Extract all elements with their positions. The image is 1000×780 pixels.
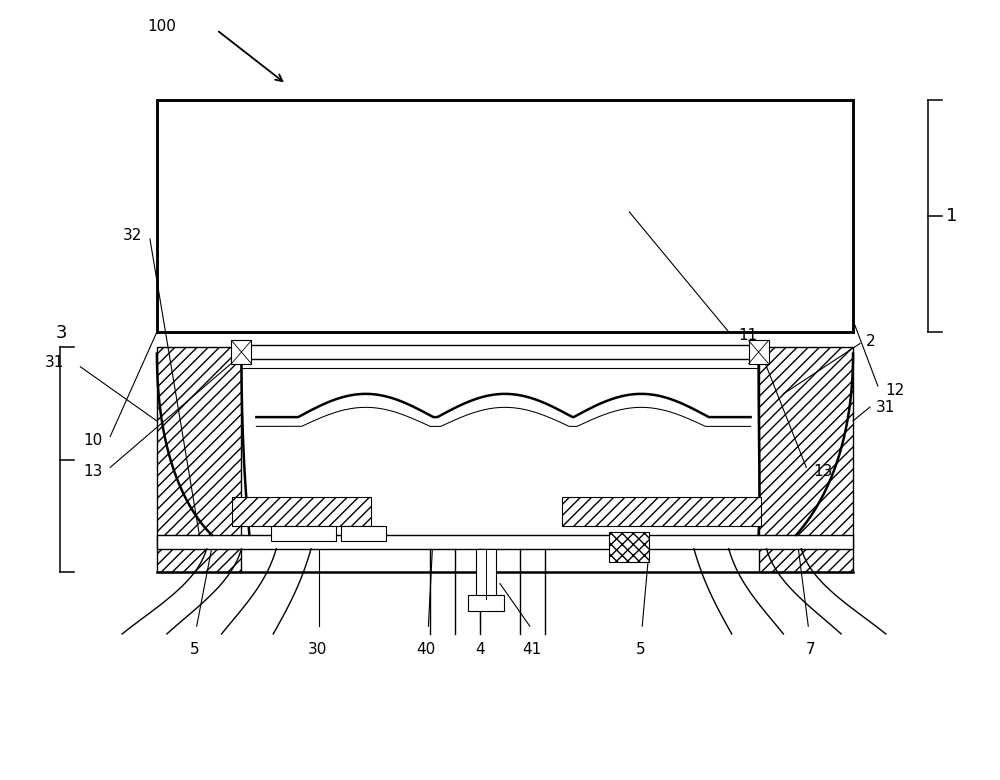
Text: 1: 1 (946, 207, 957, 225)
Text: 11: 11 (739, 328, 758, 343)
Bar (341, 526, 386, 541)
Text: 41: 41 (522, 642, 541, 657)
Bar (157, 347, 241, 572)
Text: 3: 3 (55, 324, 67, 342)
Text: 40: 40 (416, 642, 435, 657)
Text: 12: 12 (885, 382, 904, 398)
Bar (241, 345, 759, 359)
Text: 7: 7 (805, 642, 815, 657)
Text: 31: 31 (45, 356, 64, 370)
Text: 30: 30 (307, 642, 327, 657)
Bar (157, 100, 853, 332)
Bar (609, 533, 649, 562)
Bar (759, 347, 853, 572)
Bar (562, 497, 761, 526)
Bar (476, 549, 496, 599)
Text: 13: 13 (83, 464, 102, 479)
Text: 5: 5 (190, 642, 200, 657)
Bar (271, 526, 336, 541)
Text: 5: 5 (635, 642, 645, 657)
Text: 4: 4 (475, 642, 485, 657)
Bar (157, 535, 853, 549)
Bar (232, 497, 371, 526)
Text: 31: 31 (876, 399, 895, 414)
Text: 100: 100 (147, 19, 176, 34)
Bar (749, 340, 769, 363)
Text: 32: 32 (123, 228, 142, 243)
Bar (468, 595, 504, 611)
Text: 13: 13 (813, 464, 833, 479)
Text: 2: 2 (866, 334, 876, 349)
Bar (231, 340, 251, 363)
Text: 10: 10 (83, 433, 102, 448)
